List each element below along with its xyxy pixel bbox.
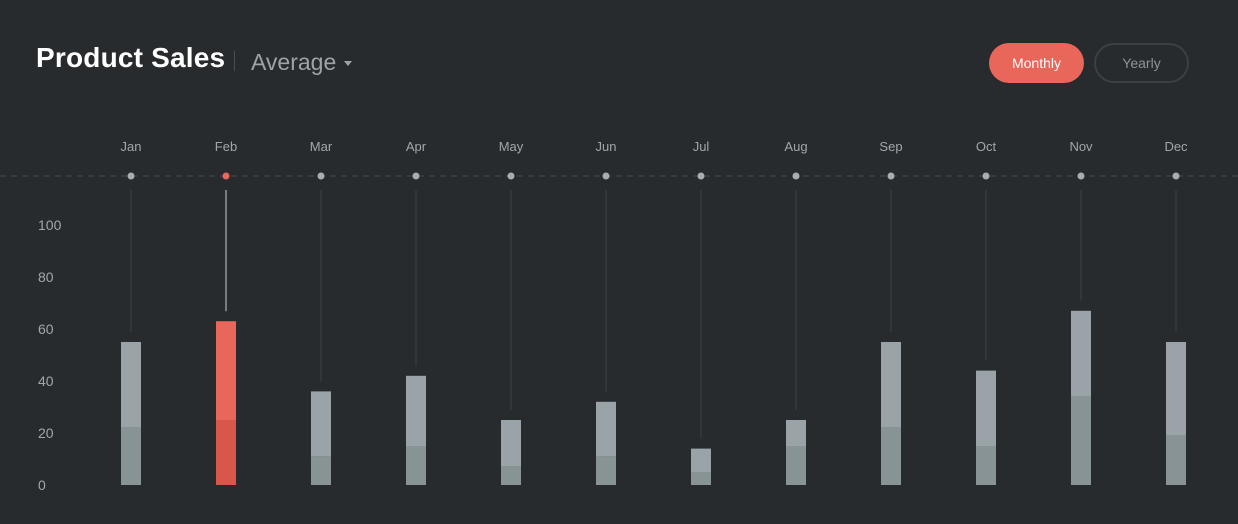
- bar-upper-segment: [976, 370, 996, 446]
- month-marker-dot: [602, 172, 610, 180]
- bar-lower-segment: [786, 446, 806, 485]
- bar-upper-segment: [216, 321, 236, 420]
- month-marker-dot: [317, 172, 325, 180]
- bar-upper-segment: [406, 375, 426, 446]
- bar-lower-segment: [596, 456, 616, 485]
- month-label: Feb: [215, 139, 237, 154]
- month-marker-dot: [222, 172, 230, 180]
- month-marker-dot: [792, 172, 800, 180]
- month-label: Jul: [693, 139, 710, 154]
- bar-upper-segment: [1071, 310, 1091, 397]
- y-tick-label: 20: [38, 425, 54, 441]
- bar-lower-segment: [1071, 396, 1091, 485]
- month-label: Jun: [596, 139, 617, 154]
- bar-upper-segment: [881, 342, 901, 428]
- bar-lower-segment: [406, 446, 426, 485]
- bar-lower-segment: [881, 427, 901, 485]
- title-divider: [234, 51, 235, 71]
- month-marker-dot: [1172, 172, 1180, 180]
- bar-upper-segment: [786, 420, 806, 446]
- bar-lower-segment: [1166, 435, 1186, 485]
- bar-upper-segment: [1166, 342, 1186, 436]
- month-marker-dot: [412, 172, 420, 180]
- metric-dropdown[interactable]: Average: [251, 47, 353, 77]
- bar-upper-segment: [311, 391, 331, 457]
- bar-upper-segment: [691, 448, 711, 472]
- y-tick-label: 0: [38, 477, 46, 493]
- month-label: Oct: [976, 139, 997, 154]
- month-marker-dot: [1077, 172, 1085, 180]
- month-label: Jan: [121, 139, 142, 154]
- month-label: Apr: [406, 139, 427, 154]
- chart-header: Product Sales Average Monthly Yearly: [0, 0, 1238, 110]
- month-label: Nov: [1069, 139, 1093, 154]
- month-marker-dot: [887, 172, 895, 180]
- month-marker-dot: [127, 172, 135, 180]
- metric-dropdown-label: Average: [251, 48, 337, 75]
- month-marker-dot: [507, 172, 515, 180]
- bar-lower-segment: [311, 456, 331, 485]
- bar-upper-segment: [121, 342, 141, 428]
- yearly-toggle-button[interactable]: Yearly: [1094, 43, 1189, 83]
- bar-lower-segment: [691, 472, 711, 485]
- bar-lower-segment: [216, 420, 236, 485]
- chevron-down-icon: [344, 61, 353, 66]
- month-label: Dec: [1164, 139, 1188, 154]
- y-tick-label: 60: [38, 321, 54, 337]
- y-tick-label: 40: [38, 373, 54, 389]
- y-tick-label: 100: [38, 217, 62, 233]
- month-marker-dot: [982, 172, 990, 180]
- y-tick-label: 80: [38, 269, 54, 285]
- page-title: Product Sales: [36, 42, 226, 73]
- bar-upper-segment: [596, 401, 616, 457]
- bar-lower-segment: [501, 466, 521, 485]
- monthly-toggle-button[interactable]: Monthly: [989, 43, 1084, 83]
- month-label: May: [499, 139, 524, 154]
- month-label: Aug: [784, 139, 807, 154]
- month-marker-dot: [697, 172, 705, 180]
- month-label: Mar: [310, 139, 333, 154]
- month-label: Sep: [879, 139, 902, 154]
- bar-lower-segment: [121, 427, 141, 485]
- bar-upper-segment: [501, 420, 521, 467]
- bar-lower-segment: [976, 446, 996, 485]
